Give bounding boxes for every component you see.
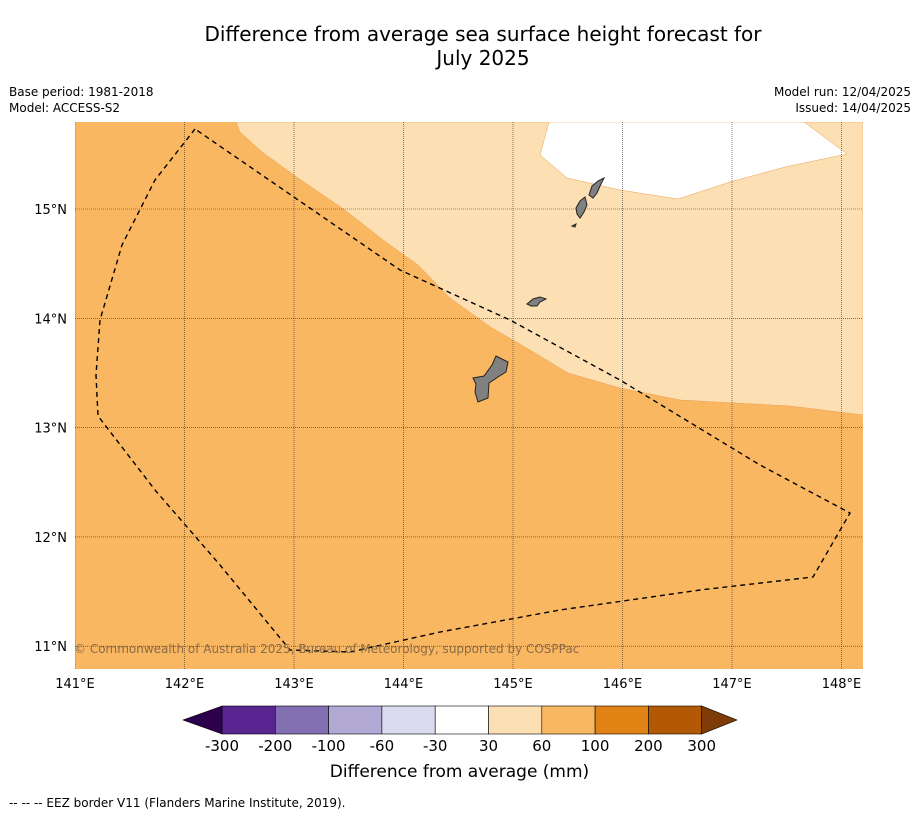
axis-tick-labels: 141°E 142°E 143°E 144°E 145°E 146°E 147°E 148°E…	[34, 203, 861, 692]
island-saipan	[588, 176, 606, 199]
map-panel: © Commonwealth of Australia 2025, Bureau…	[74, 122, 863, 669]
colorbar-tick-label: -60	[370, 737, 395, 755]
lon-tick-label: 142°E	[165, 677, 205, 692]
colorbar-swatch	[648, 705, 703, 735]
lon-tick-label: 141°E	[55, 677, 95, 692]
island-tinian	[575, 196, 588, 219]
colorbar-tick-label: 30	[479, 737, 498, 755]
issued-date: Issued: 14/04/2025	[795, 101, 911, 115]
colorbar-tick-label: -300	[205, 737, 239, 755]
colorbar-extend-low	[182, 705, 223, 735]
eez-footnote: -- -- -- EEZ border V11 (Flanders Marine…	[9, 796, 346, 810]
colorbar-swatch	[594, 705, 649, 735]
lat-tick-label: 14°N	[34, 312, 67, 327]
lon-tick-label: 148°E	[822, 677, 862, 692]
colorbar-tick-label: -200	[258, 737, 292, 755]
lat-tick-label: 15°N	[34, 203, 67, 218]
colorbar-swatch	[221, 705, 276, 735]
colorbar-swatch	[488, 705, 543, 735]
lat-tick-label: 12°N	[34, 531, 67, 546]
lon-tick-label: 147°E	[712, 677, 752, 692]
colorbar-swatch	[434, 705, 489, 735]
colorbar-extend-high	[701, 705, 738, 735]
lon-tick-label: 145°E	[493, 677, 533, 692]
title-line-1: Difference from average sea surface heig…	[204, 22, 762, 46]
colorbar-label: Difference from average (mm)	[329, 762, 590, 782]
island-aguijan	[570, 223, 577, 228]
colorbar-tick-label: -30	[423, 737, 448, 755]
lon-tick-label: 146°E	[603, 677, 643, 692]
colorbar: -300 -200 -100 -60 -30 30 60 100 200 300	[182, 705, 738, 755]
colorbar-swatch	[328, 705, 383, 735]
copyright-text: © Commonwealth of Australia 2025, Bureau…	[74, 642, 579, 656]
chart-title: Difference from average sea surface heig…	[0, 22, 919, 70]
island-rota	[526, 296, 548, 307]
meta-right: Model run: 12/04/2025 Issued: 14/04/2025	[774, 84, 911, 116]
colorbar-tick-label: 60	[532, 737, 551, 755]
colorbar-swatch	[541, 705, 596, 735]
eez-border	[95, 128, 851, 653]
region-minus30-30	[539, 122, 848, 200]
colorbar-swatch	[274, 705, 329, 735]
lon-tick-label: 143°E	[274, 677, 314, 692]
colorbar-tick-label: 100	[581, 737, 610, 755]
colorbar-tick-label: 300	[687, 737, 716, 755]
title-line-2: July 2025	[436, 46, 530, 70]
base-period: Base period: 1981-2018	[9, 85, 154, 99]
model-name: Model: ACCESS-S2	[9, 101, 121, 115]
region-30-60	[235, 122, 863, 416]
lat-tick-label: 11°N	[34, 640, 67, 655]
meta-left: Base period: 1981-2018 Model: ACCESS-S2	[9, 84, 154, 116]
lat-tick-label: 13°N	[34, 422, 67, 437]
colorbar-tick-label: -100	[312, 737, 346, 755]
island-guam	[472, 355, 509, 403]
colorbar-swatch	[381, 705, 436, 735]
graticule	[75, 122, 863, 669]
colorbar-tick-label: 200	[634, 737, 663, 755]
lon-tick-label: 144°E	[384, 677, 424, 692]
model-run: Model run: 12/04/2025	[773, 85, 911, 99]
